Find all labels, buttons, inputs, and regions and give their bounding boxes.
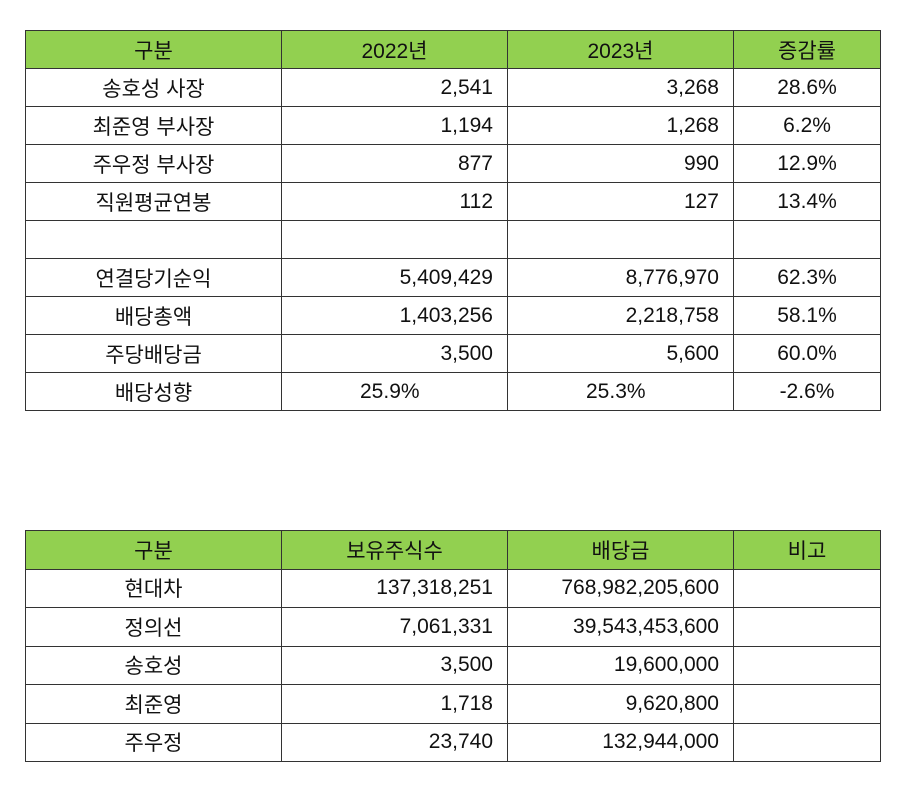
table-row: 주우정 23,740 132,944,000 <box>25 722 881 762</box>
column-header: 배당금 <box>507 530 734 570</box>
row-label-cell: 배당성향 <box>25 372 282 411</box>
table-cell: 3,268 <box>507 68 734 107</box>
table-cell <box>733 568 881 608</box>
table-cell <box>733 607 881 647</box>
row-label-cell: 송호성 <box>25 645 282 685</box>
table-cell: 132,944,000 <box>507 722 734 762</box>
table-cell: 60.0% <box>733 334 881 373</box>
table-cell: 25.9% <box>281 372 508 411</box>
table-cell: 768,982,205,600 <box>507 568 734 608</box>
row-label-cell: 최준영 <box>25 684 282 724</box>
table-cell: 19,600,000 <box>507 645 734 685</box>
table-cell: 58.1% <box>733 296 881 335</box>
table-cell: 6.2% <box>733 106 881 145</box>
table-row: 정의선 7,061,331 39,543,453,600 <box>25 607 881 647</box>
table-row: 주당배당금 3,500 5,600 60.0% <box>25 334 881 373</box>
table-cell <box>281 220 508 259</box>
table-row <box>25 220 881 259</box>
table-cell: 3,500 <box>281 645 508 685</box>
table-cell: 127 <box>507 182 734 221</box>
table-cell: 25.3% <box>507 372 734 411</box>
column-header: 비고 <box>733 530 881 570</box>
column-header: 2022년 <box>281 30 508 69</box>
table-cell: 39,543,453,600 <box>507 607 734 647</box>
table-cell: 28.6% <box>733 68 881 107</box>
row-label-cell: 송호성 사장 <box>25 68 282 107</box>
row-label-cell <box>25 220 282 259</box>
table-row: 송호성 사장 2,541 3,268 28.6% <box>25 68 881 107</box>
row-label-cell: 최준영 부사장 <box>25 106 282 145</box>
table-cell: -2.6% <box>733 372 881 411</box>
table-cell <box>733 220 881 259</box>
table-row: 배당총액 1,403,256 2,218,758 58.1% <box>25 296 881 335</box>
table-cell: 8,776,970 <box>507 258 734 297</box>
table-cell: 62.3% <box>733 258 881 297</box>
table-cell: 1,268 <box>507 106 734 145</box>
row-label-cell: 주당배당금 <box>25 334 282 373</box>
column-header: 보유주식수 <box>281 530 508 570</box>
table-row: 배당성향 25.9% 25.3% -2.6% <box>25 372 881 411</box>
table-cell: 112 <box>281 182 508 221</box>
table-cell <box>733 722 881 762</box>
row-label-cell: 배당총액 <box>25 296 282 335</box>
row-label-cell: 정의선 <box>25 607 282 647</box>
table-row: 주우정 부사장 877 990 12.9% <box>25 144 881 183</box>
table-cell: 12.9% <box>733 144 881 183</box>
table-cell: 3,500 <box>281 334 508 373</box>
table-cell: 7,061,331 <box>281 607 508 647</box>
table-cell: 877 <box>281 144 508 183</box>
row-label-cell: 주우정 부사장 <box>25 144 282 183</box>
table-cell: 137,318,251 <box>281 568 508 608</box>
table-cell: 1,718 <box>281 684 508 724</box>
row-label-cell: 현대차 <box>25 568 282 608</box>
table-cell <box>507 220 734 259</box>
header-row: 구분 보유주식수 배당금 비고 <box>25 530 881 570</box>
executive-pay-dividend-table: 구분 2022년 2023년 증감률 송호성 사장 2,541 3,268 28.6% 최준영… <box>25 30 881 411</box>
table-cell: 1,403,256 <box>281 296 508 335</box>
table-cell: 2,218,758 <box>507 296 734 335</box>
row-label-cell: 연결당기순익 <box>25 258 282 297</box>
table-row: 최준영 1,718 9,620,800 <box>25 684 881 724</box>
column-header: 구분 <box>25 30 282 69</box>
table-row: 현대차 137,318,251 768,982,205,600 <box>25 568 881 608</box>
row-label-cell: 주우정 <box>25 722 282 762</box>
column-header: 증감률 <box>733 30 881 69</box>
column-header: 구분 <box>25 530 282 570</box>
table-row: 최준영 부사장 1,194 1,268 6.2% <box>25 106 881 145</box>
table-cell: 5,409,429 <box>281 258 508 297</box>
row-label-cell: 직원평균연봉 <box>25 182 282 221</box>
table-cell: 23,740 <box>281 722 508 762</box>
table-row: 직원평균연봉 112 127 13.4% <box>25 182 881 221</box>
header-row: 구분 2022년 2023년 증감률 <box>25 30 881 69</box>
table-cell: 1,194 <box>281 106 508 145</box>
table-cell <box>733 684 881 724</box>
shareholding-dividend-table: 구분 보유주식수 배당금 비고 현대차 137,318,251 768,982,205,6… <box>25 530 881 762</box>
table-cell: 9,620,800 <box>507 684 734 724</box>
table-cell: 13.4% <box>733 182 881 221</box>
table-row: 연결당기순익 5,409,429 8,776,970 62.3% <box>25 258 881 297</box>
table-cell: 990 <box>507 144 734 183</box>
table-cell <box>733 645 881 685</box>
table-row: 송호성 3,500 19,600,000 <box>25 645 881 685</box>
table-cell: 5,600 <box>507 334 734 373</box>
table-cell: 2,541 <box>281 68 508 107</box>
column-header: 2023년 <box>507 30 734 69</box>
